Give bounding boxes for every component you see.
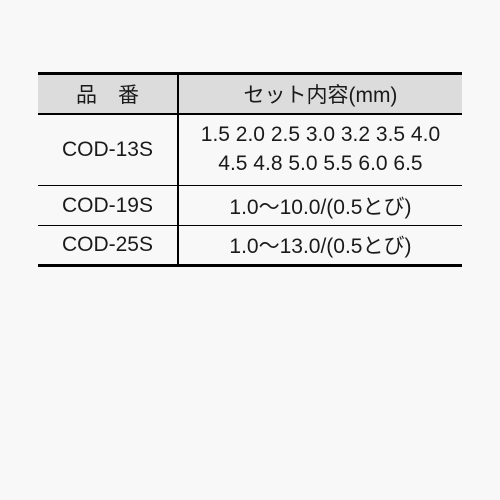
set-contents: 1.0〜13.0/(0.5とび) (178, 226, 462, 266)
product-code: COD-13S (38, 114, 178, 186)
content-line: 4.5 4.8 5.0 5.5 6.0 6.5 (218, 150, 422, 178)
set-contents: 1.5 2.0 2.5 3.0 3.2 3.5 4.0 4.5 4.8 5.0 … (178, 114, 462, 186)
content-line: 1.5 2.0 2.5 3.0 3.2 3.5 4.0 (201, 121, 440, 149)
spec-table: 品 番 セット内容(mm) COD-13S 1.5 2.0 2.5 3.0 3.… (38, 72, 462, 267)
table-row: COD-25S 1.0〜13.0/(0.5とび) (38, 226, 462, 266)
table-header-row: 品 番 セット内容(mm) (38, 74, 462, 114)
product-code: COD-25S (38, 226, 178, 266)
header-product-number: 品 番 (38, 74, 178, 114)
set-contents: 1.0〜10.0/(0.5とび) (178, 186, 462, 226)
product-code: COD-19S (38, 186, 178, 226)
header-set-contents: セット内容(mm) (178, 74, 462, 114)
table-row: COD-19S 1.0〜10.0/(0.5とび) (38, 186, 462, 226)
table-row: COD-13S 1.5 2.0 2.5 3.0 3.2 3.5 4.0 4.5 … (38, 114, 462, 186)
